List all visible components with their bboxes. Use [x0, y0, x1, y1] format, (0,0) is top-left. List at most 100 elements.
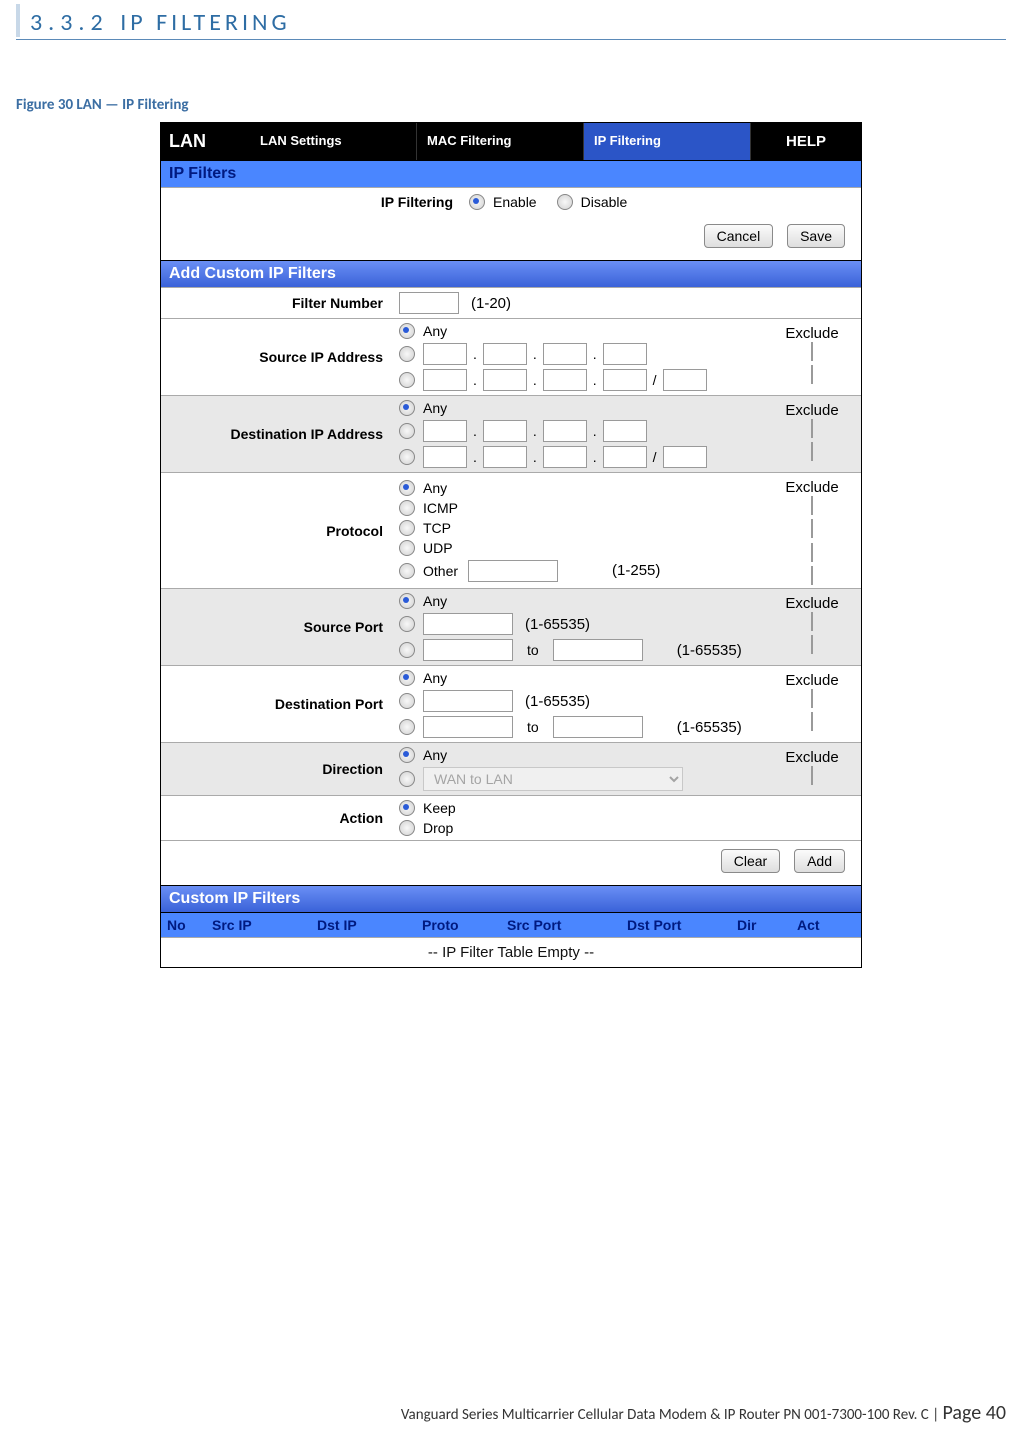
srcip-c2[interactable]	[483, 369, 527, 391]
srcip-radio-any[interactable]	[399, 323, 415, 339]
act-radio-keep[interactable]	[399, 800, 415, 816]
dport-exclude-cb2[interactable]	[811, 712, 813, 731]
tab-help[interactable]: HELP	[751, 123, 861, 160]
dport-single-input[interactable]	[423, 690, 513, 712]
section-title: IP FILTERING	[120, 8, 290, 37]
srcip-exclude-cb1[interactable]	[811, 342, 813, 361]
dstip-c1[interactable]	[423, 446, 467, 468]
proto-exclude-cb2[interactable]	[811, 519, 813, 538]
dstip-mask[interactable]	[663, 446, 707, 468]
dstip-exclude-cb1[interactable]	[811, 419, 813, 438]
col-proto: Proto	[416, 913, 501, 937]
act-radio-drop[interactable]	[399, 820, 415, 836]
figure-caption: Figure 30 LAN — IP Filtering	[16, 96, 1006, 114]
srcip-c3[interactable]	[543, 369, 587, 391]
proto-exclude-cb1[interactable]	[811, 496, 813, 515]
label-disable: Disable	[581, 194, 628, 210]
label-dst-ip: Destination IP Address	[161, 396, 391, 472]
label-enable: Enable	[493, 194, 537, 210]
srcip-c1[interactable]	[423, 369, 467, 391]
dstip-any-label: Any	[423, 400, 447, 416]
label-dst-port: Destination Port	[161, 666, 391, 742]
proto-exclude: Exclude	[763, 473, 861, 588]
dir-radio-any[interactable]	[399, 747, 415, 763]
tab-ip-filtering[interactable]: IP Filtering	[584, 123, 751, 160]
proto-exclude-cb4[interactable]	[811, 566, 813, 585]
sport-exclude-cb1[interactable]	[811, 612, 813, 631]
dir-select[interactable]: WAN to LAN	[423, 767, 683, 791]
dport-hint2: (1-65535)	[677, 719, 742, 736]
dstip-exclude-cb2[interactable]	[811, 442, 813, 461]
dstip-c3[interactable]	[543, 446, 587, 468]
dport-to-input[interactable]	[553, 716, 643, 738]
dstip-radio-specific[interactable]	[399, 423, 415, 439]
dport-radio-single[interactable]	[399, 693, 415, 709]
sport-from-input[interactable]	[423, 639, 513, 661]
dstip-oct3[interactable]	[543, 420, 587, 442]
save-button[interactable]: Save	[787, 224, 845, 248]
radio-disable[interactable]	[557, 194, 573, 210]
dport-exclude: Exclude	[763, 666, 861, 734]
srcip-oct4[interactable]	[603, 343, 647, 365]
tab-mac-filtering[interactable]: MAC Filtering	[417, 123, 584, 160]
dstip-radio-any[interactable]	[399, 400, 415, 416]
dport-radio-any[interactable]	[399, 670, 415, 686]
dport-radio-range[interactable]	[399, 719, 415, 735]
col-dir: Dir	[731, 913, 791, 937]
radio-enable[interactable]	[469, 194, 485, 210]
filters-table-empty: -- IP Filter Table Empty --	[161, 937, 861, 967]
srcip-any-label: Any	[423, 323, 447, 339]
srcip-radio-specific[interactable]	[399, 346, 415, 362]
row-ip-filtering: IP Filtering Enable Disable	[161, 187, 861, 216]
dir-any-label: Any	[423, 747, 447, 763]
proto-radio-tcp[interactable]	[399, 520, 415, 536]
cancel-button[interactable]: Cancel	[704, 224, 774, 248]
srcip-radio-cidr[interactable]	[399, 372, 415, 388]
dport-to-label: to	[527, 719, 539, 735]
lan-title: LAN	[161, 123, 250, 160]
input-filter-number[interactable]	[399, 292, 459, 314]
dstip-oct1[interactable]	[423, 420, 467, 442]
proto-radio-icmp[interactable]	[399, 500, 415, 516]
dstip-c4[interactable]	[603, 446, 647, 468]
sport-radio-single[interactable]	[399, 616, 415, 632]
dstip-oct4[interactable]	[603, 420, 647, 442]
dir-exclude-cb[interactable]	[811, 766, 813, 785]
proto-other-input[interactable]	[468, 560, 558, 582]
label-filter-number: Filter Number	[161, 288, 391, 318]
clear-button[interactable]: Clear	[721, 849, 780, 873]
custom-filters-header: Custom IP Filters	[161, 885, 861, 912]
proto-radio-other[interactable]	[399, 563, 415, 579]
tab-lan-settings[interactable]: LAN Settings	[250, 123, 417, 160]
proto-radio-any[interactable]	[399, 480, 415, 496]
dstip-exclude-label: Exclude	[767, 402, 857, 419]
srcip-oct2[interactable]	[483, 343, 527, 365]
section-heading-block: 3.3.2 IP FILTERING	[16, 4, 1006, 37]
srcip-oct1[interactable]	[423, 343, 467, 365]
act-keep-label: Keep	[423, 800, 456, 816]
sport-single-input[interactable]	[423, 613, 513, 635]
dport-exclude-cb1[interactable]	[811, 689, 813, 708]
sport-to-input[interactable]	[553, 639, 643, 661]
row-direction: Direction Any WAN to LAN Exclude	[161, 742, 861, 795]
dstip-c2[interactable]	[483, 446, 527, 468]
hint-filter-number: (1-20)	[471, 295, 511, 312]
dir-radio-select[interactable]	[399, 771, 415, 787]
sport-exclude-cb2[interactable]	[811, 635, 813, 654]
dstip-radio-cidr[interactable]	[399, 449, 415, 465]
sport-radio-any[interactable]	[399, 593, 415, 609]
proto-exclude-label: Exclude	[767, 479, 857, 496]
srcip-c4[interactable]	[603, 369, 647, 391]
sport-to-label: to	[527, 642, 539, 658]
srcip-exclude-cb2[interactable]	[811, 365, 813, 384]
dir-exclude-label: Exclude	[767, 749, 857, 766]
srcip-mask[interactable]	[663, 369, 707, 391]
proto-radio-udp[interactable]	[399, 540, 415, 556]
sport-radio-range[interactable]	[399, 642, 415, 658]
add-button[interactable]: Add	[794, 849, 845, 873]
row-src-port: Source Port Any (1-65535) to (1-65535) E…	[161, 588, 861, 665]
proto-exclude-cb3[interactable]	[811, 543, 813, 562]
dport-from-input[interactable]	[423, 716, 513, 738]
dstip-oct2[interactable]	[483, 420, 527, 442]
srcip-oct3[interactable]	[543, 343, 587, 365]
